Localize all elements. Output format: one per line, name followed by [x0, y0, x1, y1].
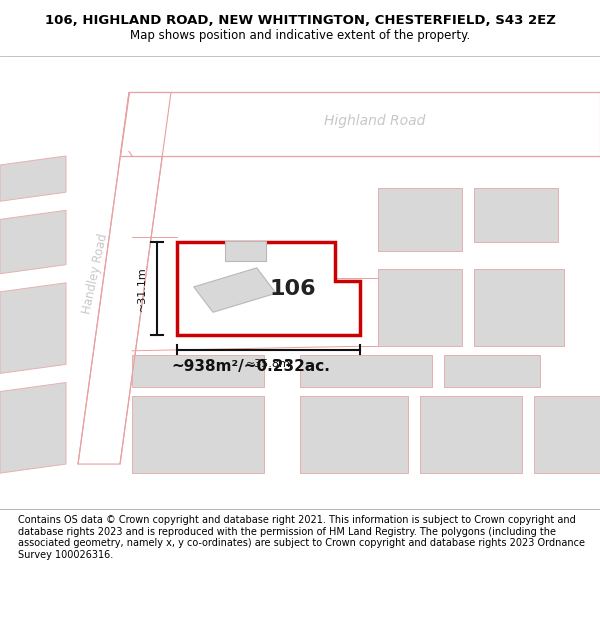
Text: ~31.1m: ~31.1m	[136, 266, 146, 311]
Polygon shape	[194, 268, 276, 312]
Polygon shape	[132, 355, 264, 387]
Text: ~938m²/~0.232ac.: ~938m²/~0.232ac.	[171, 359, 330, 374]
Text: Map shows position and indicative extent of the property.: Map shows position and indicative extent…	[130, 29, 470, 42]
Polygon shape	[444, 355, 540, 387]
Polygon shape	[300, 355, 432, 387]
Polygon shape	[0, 382, 66, 473]
Polygon shape	[225, 241, 266, 261]
Polygon shape	[177, 242, 360, 335]
Polygon shape	[78, 92, 171, 464]
Polygon shape	[0, 156, 66, 201]
Polygon shape	[0, 282, 66, 373]
Polygon shape	[534, 396, 600, 473]
Polygon shape	[378, 269, 462, 346]
Polygon shape	[132, 396, 264, 473]
Text: ~35.8m: ~35.8m	[246, 359, 291, 369]
Polygon shape	[300, 396, 408, 473]
Text: 106, HIGHLAND ROAD, NEW WHITTINGTON, CHESTERFIELD, S43 2EZ: 106, HIGHLAND ROAD, NEW WHITTINGTON, CHE…	[44, 14, 556, 27]
Polygon shape	[0, 210, 66, 274]
Polygon shape	[378, 188, 462, 251]
Text: Handley Road: Handley Road	[80, 232, 110, 315]
Polygon shape	[474, 188, 558, 242]
Polygon shape	[120, 92, 600, 156]
Text: 106: 106	[269, 279, 316, 299]
Polygon shape	[420, 396, 522, 473]
Text: Highland Road: Highland Road	[325, 114, 425, 128]
Polygon shape	[474, 269, 564, 346]
Text: Contains OS data © Crown copyright and database right 2021. This information is : Contains OS data © Crown copyright and d…	[18, 515, 585, 560]
